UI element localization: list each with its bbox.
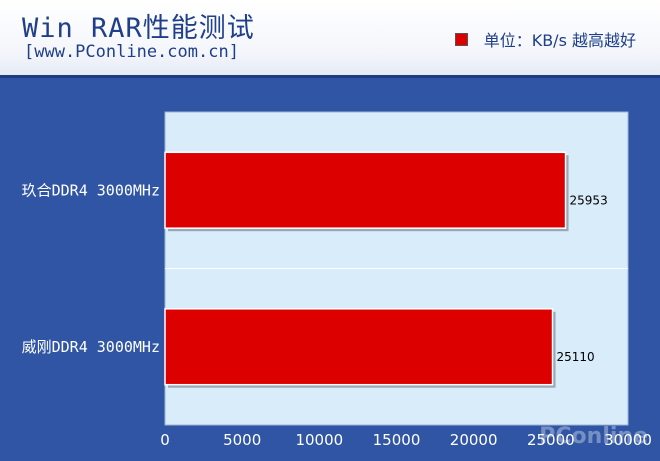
legend-swatch — [454, 32, 468, 46]
data-label: 25953 — [570, 193, 608, 207]
x-tick-label: 10000 — [295, 431, 343, 449]
category-label: 玖合DDR4 3000MHz — [22, 181, 160, 199]
x-tick-label: 0 — [160, 431, 170, 449]
bar — [164, 308, 554, 386]
category-label: 威刚DDR4 3000MHz — [22, 338, 160, 356]
chart-subtitle: [www.PConline.com.cn] — [24, 42, 239, 62]
x-tick-label: 20000 — [450, 431, 498, 449]
legend: 单位：KB/s 越高越好 — [454, 27, 636, 51]
chart-header: Win RAR性能测试 [www.PConline.com.cn] 单位：KB/… — [0, 0, 660, 75]
data-label: 25110 — [557, 350, 595, 364]
watermark: PConline — [539, 424, 648, 449]
x-tick-label: 25000 — [527, 431, 575, 449]
x-tick-label: 30000 — [604, 431, 652, 449]
legend-label: 单位：KB/s 越高越好 — [483, 31, 636, 50]
chart-title: Win RAR性能测试 — [22, 13, 255, 44]
header-divider — [0, 75, 660, 78]
bar — [164, 151, 567, 229]
x-tick-label: 15000 — [373, 431, 421, 449]
x-tick-label: 5000 — [223, 431, 261, 449]
